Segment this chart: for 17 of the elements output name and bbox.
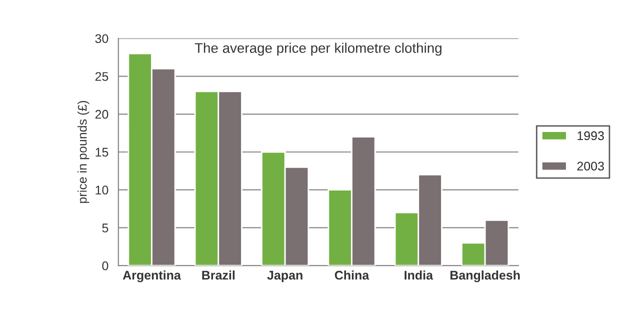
y-axis-title: price in pounds (£) bbox=[78, 101, 90, 203]
chart-title: The average price per kilometre clothing bbox=[194, 42, 442, 56]
x-tick-label: Brazil bbox=[202, 270, 235, 280]
y-tick-label: 30 bbox=[95, 34, 108, 44]
y-tick-label: 20 bbox=[95, 110, 108, 119]
x-tick-label: Argentina bbox=[122, 270, 181, 282]
x-tick-label: Bangladesh bbox=[450, 270, 520, 282]
legend-label: 1993 bbox=[578, 131, 604, 140]
y-tick-label: 5 bbox=[102, 224, 108, 232]
y-tick-label: 15 bbox=[96, 148, 108, 157]
y-tick-label: 10 bbox=[96, 186, 108, 195]
x-tick-label: Japan bbox=[267, 270, 302, 282]
legend-label: 2003 bbox=[577, 162, 604, 171]
y-tick-label: 0 bbox=[102, 261, 108, 270]
x-tick-label: India bbox=[404, 270, 434, 280]
x-tick-label: China bbox=[334, 270, 370, 280]
y-tick-label: 25 bbox=[95, 72, 108, 81]
